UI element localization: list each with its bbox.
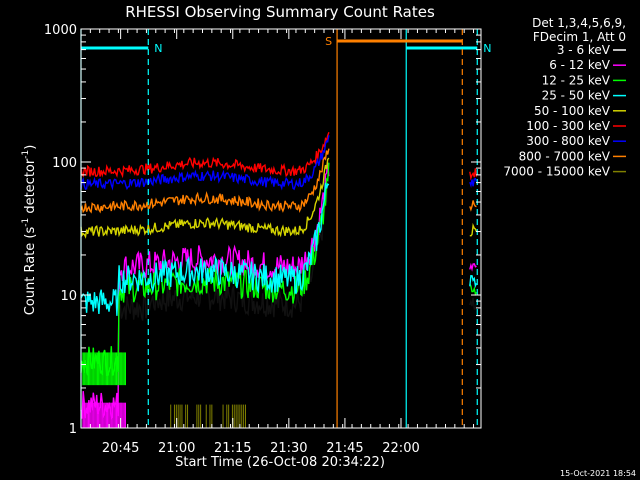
series-25-50-kev (80, 182, 478, 316)
y-tick-label: 1000 (44, 23, 77, 38)
series-line (469, 283, 478, 297)
legend-entry-label: 800 - 7000 keV (519, 149, 611, 163)
series-100-300-kev (80, 132, 478, 181)
y-tick-label: 10 (60, 289, 77, 304)
series-line (469, 274, 478, 289)
series-line (80, 132, 330, 179)
x-axis: 20:45 21:00 21:15 21:30 21:45 22:00 (80, 29, 475, 456)
y-tick-label: 1 (69, 422, 77, 437)
series-3-6-kev (118, 173, 478, 321)
x-tick-label: 21:00 (158, 441, 195, 456)
y-tick-label: 100 (52, 156, 77, 171)
series-line (80, 135, 330, 191)
legend-header-line-2: FDecim 1, Att 0 (533, 30, 626, 44)
interval-label: S (325, 35, 332, 48)
series-line (469, 297, 478, 310)
series-line (80, 148, 330, 214)
series-line (469, 168, 478, 181)
legend-entry-label: 300 - 800 keV (526, 134, 610, 148)
series-800-7000-kev (80, 148, 477, 214)
y-axis-label: Count Rate (s-1 detector-1) (21, 145, 38, 316)
series-line (118, 173, 330, 321)
series-line (469, 262, 477, 272)
y-axis-label-mid: detector (23, 158, 38, 218)
x-tick-label: 22:00 (382, 441, 419, 456)
x-tick-label: 21:45 (326, 441, 363, 456)
y-axis-label-end: ) (23, 145, 38, 150)
series-300-800-kev (80, 135, 478, 191)
interval-label: N (154, 42, 162, 55)
x-tick-label: 21:30 (270, 441, 307, 456)
footer-date: 15-Oct-2021 18:54 (560, 469, 636, 478)
plot-area: N NS (80, 29, 491, 428)
x-tick-label: 21:15 (214, 441, 251, 456)
series-7000-15000-kev-spikes (170, 404, 246, 428)
y-axis: 1 10 100 1000 (44, 23, 481, 437)
x-axis-label: Start Time (26-Oct-08 20:34:22) (175, 455, 385, 470)
legend-entry-label: 3 - 6 keV (557, 43, 611, 57)
legend-entry-label: 100 - 300 keV (526, 119, 610, 133)
legend-entry-label: 25 - 50 keV (542, 89, 611, 103)
legend-entry-label: 7000 - 15000 keV (503, 165, 610, 179)
y-axis-label-main: Count Rate (s (23, 227, 38, 316)
early-counts-band (82, 352, 126, 428)
series-line (469, 222, 478, 237)
y-axis-label-sup1: -1 (21, 218, 31, 227)
series-line (469, 177, 478, 188)
legend: Det 1,3,4,5,6,9, FDecim 1, Att 0 3 - 6 k… (503, 16, 626, 179)
x-tick-label: 20:45 (102, 441, 139, 456)
series-50-100-kev (80, 157, 478, 239)
chart-title: RHESSI Observing Summary Count Rates (125, 3, 435, 21)
legend-entry-label: 12 - 25 keV (542, 73, 611, 87)
y-axis-label-sup2: -1 (21, 150, 31, 159)
legend-entry-label: 50 - 100 keV (534, 104, 611, 118)
series-line (80, 182, 330, 316)
interval-label: N (483, 42, 491, 55)
plot-frame (80, 28, 482, 429)
series-line (80, 157, 330, 239)
legend-header-line-1: Det 1,3,4,5,6,9, (532, 16, 626, 30)
series-line (469, 200, 477, 212)
legend-entry-label: 6 - 12 keV (549, 58, 611, 72)
series-12-25-kev (80, 162, 478, 377)
